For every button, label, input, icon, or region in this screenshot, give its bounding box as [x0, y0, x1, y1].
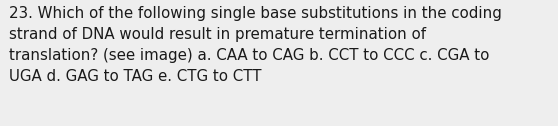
Text: 23. Which of the following single base substitutions in the coding
strand of DNA: 23. Which of the following single base s…: [9, 6, 502, 84]
